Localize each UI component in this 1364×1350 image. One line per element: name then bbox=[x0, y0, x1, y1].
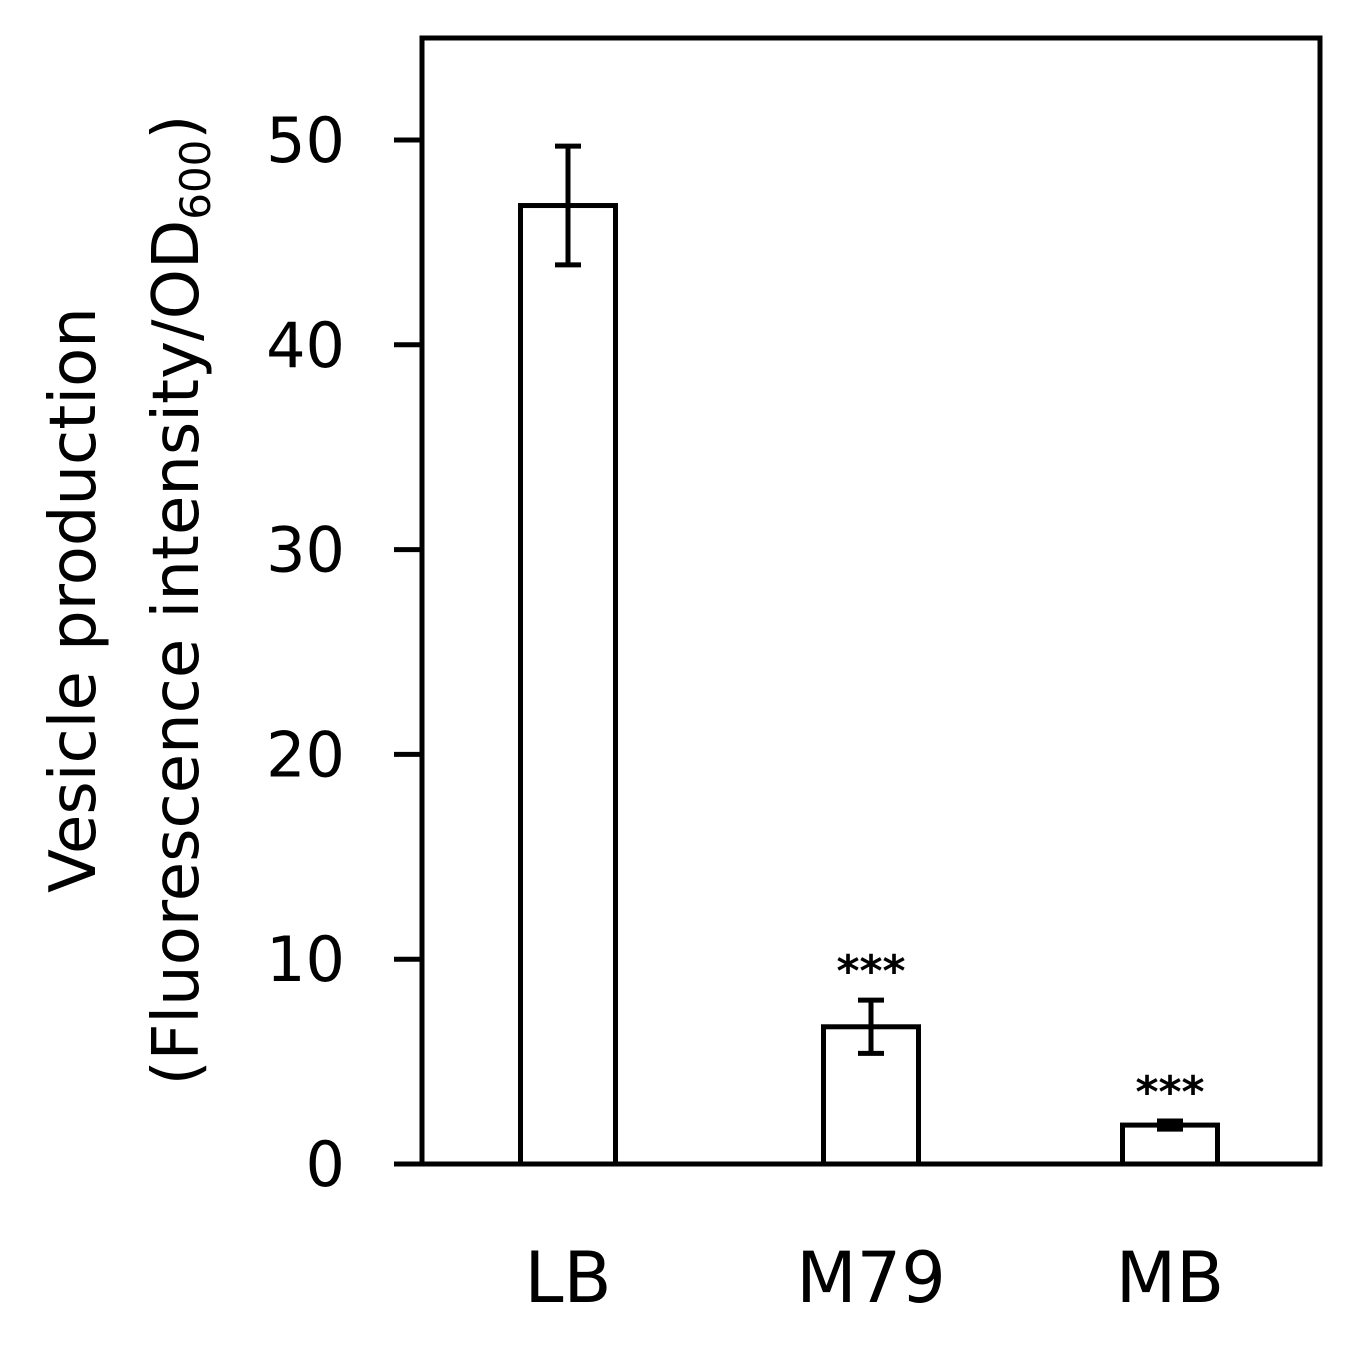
y-axis-label-line2-main: (Fluorescence intensity/OD bbox=[140, 220, 214, 1086]
y-tick-label: 30 bbox=[266, 514, 345, 587]
labels: LB M79 *** MB *** bbox=[524, 946, 1224, 1319]
bar-lb bbox=[518, 203, 618, 1167]
y-tick-label: 20 bbox=[266, 718, 345, 791]
y-axis-label-line2-sub: 600 bbox=[171, 140, 220, 220]
x-category-label: M79 bbox=[796, 1237, 945, 1319]
y-tick-label: 10 bbox=[266, 923, 345, 996]
y-tick-label: 50 bbox=[266, 104, 345, 177]
x-category-label: MB bbox=[1116, 1237, 1224, 1319]
y-tick-label: 40 bbox=[266, 309, 345, 382]
y-axis-label-line2: (Fluorescence intensity/OD600) bbox=[140, 115, 220, 1086]
y-tick-label: 0 bbox=[306, 1128, 345, 1201]
y-axis-ticks: 0 10 20 30 40 50 bbox=[266, 104, 422, 1201]
y-axis-label-line1: Vesicle production bbox=[37, 307, 111, 893]
significance-marker: *** bbox=[836, 946, 905, 997]
significance-marker: *** bbox=[1135, 1067, 1204, 1118]
y-axis-label-line2-end: ) bbox=[140, 115, 214, 140]
error-bars bbox=[555, 143, 1183, 1132]
x-category-label: LB bbox=[524, 1237, 611, 1319]
